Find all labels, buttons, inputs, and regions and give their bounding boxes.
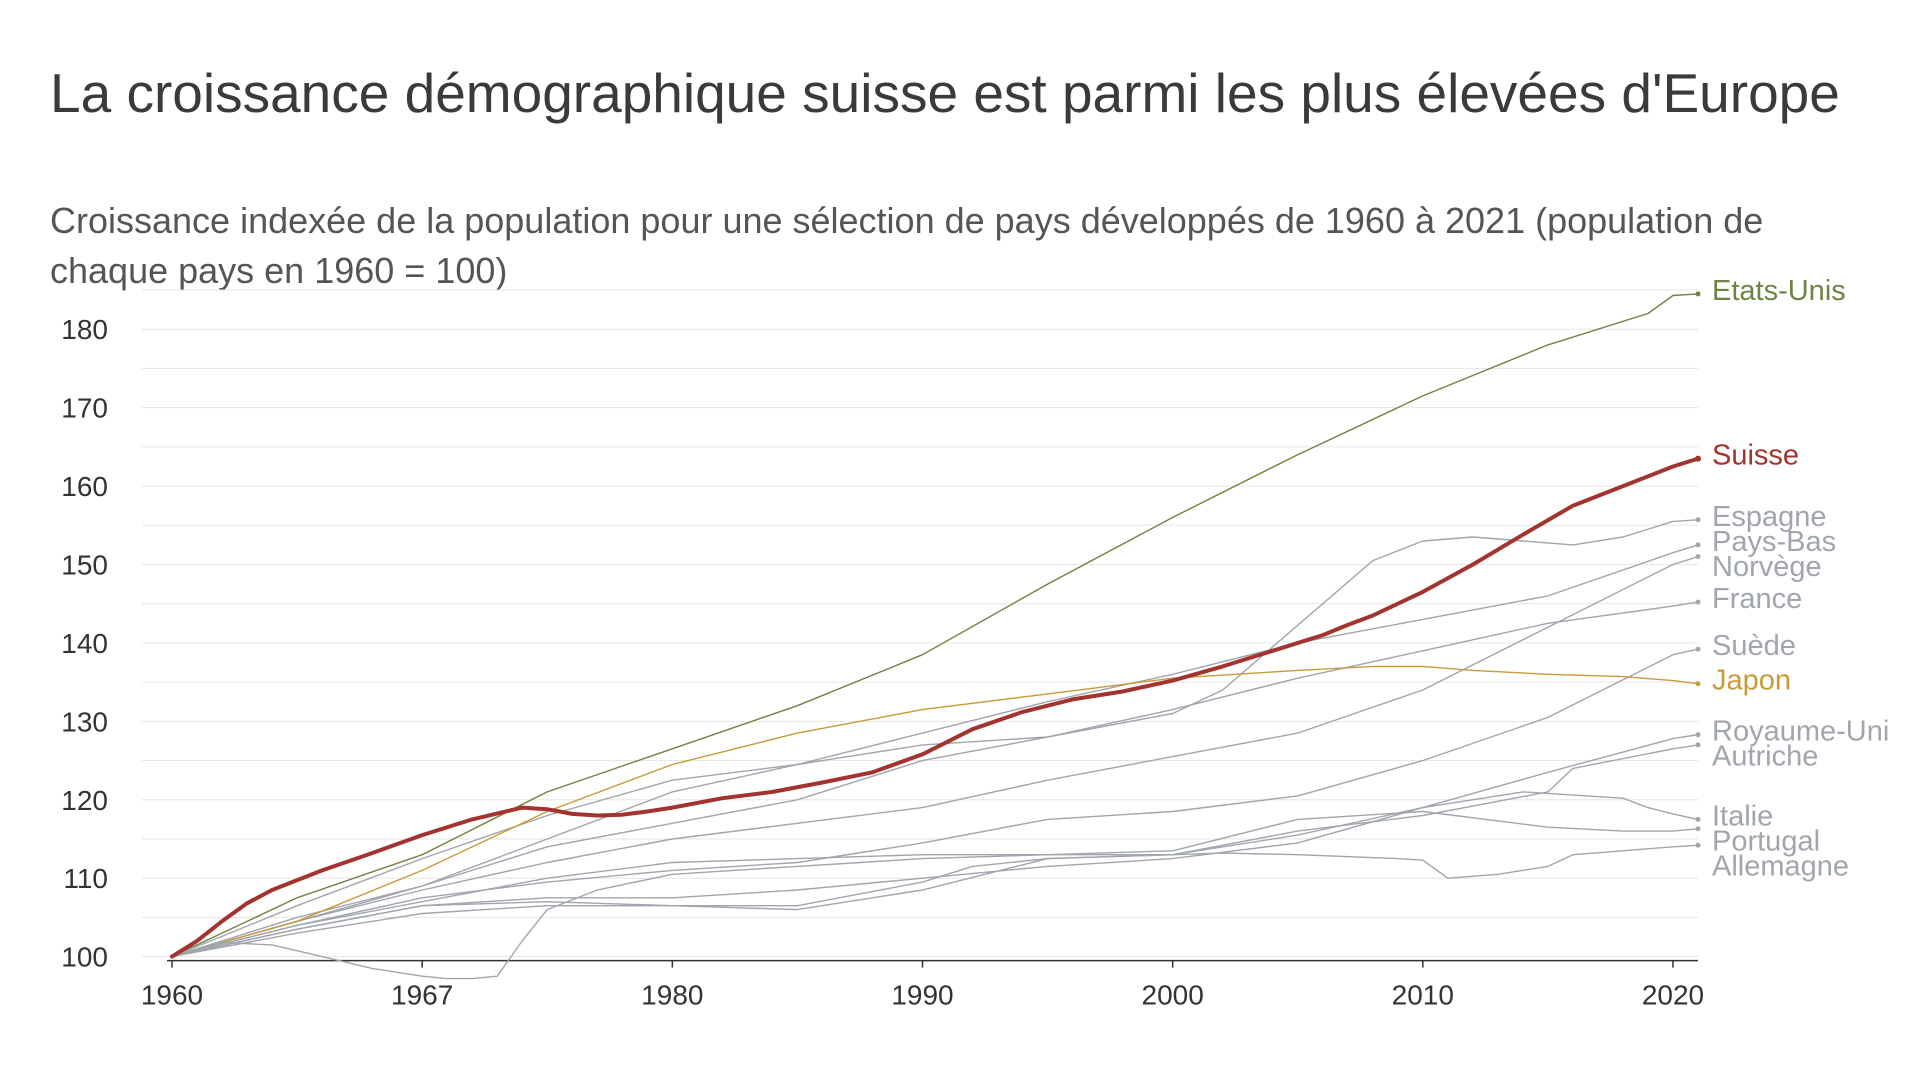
series-line-su-de (171, 648, 1699, 958)
series-end-point (1695, 291, 1701, 297)
series-label-italie: Italie (1712, 800, 1773, 832)
y-axis-ticks: 100 110 120 130 140 150 160 170 180 (61, 314, 108, 972)
x-tick-label: 2010 (1392, 980, 1454, 1011)
series-label-pays-bas: Pays-Bas (1712, 526, 1836, 558)
y-tick-label: 140 (61, 628, 108, 659)
x-tick-label: 2000 (1142, 980, 1204, 1011)
series-line-japon (171, 665, 1699, 958)
x-tick-label: 1990 (891, 980, 953, 1011)
chart-title: La croissance démographique suisse est p… (50, 62, 1840, 124)
y-tick-label: 120 (61, 785, 108, 816)
series-label-autriche: Autriche (1712, 741, 1818, 773)
series-label-france: France (1712, 583, 1802, 615)
series-label-royaume-uni: Royaume-Uni (1712, 716, 1889, 748)
series-end-point (1695, 542, 1701, 548)
series-line-pays-bas (171, 544, 1699, 958)
series-line-portugal (171, 810, 1699, 980)
series-end-point (1695, 826, 1701, 832)
y-tick-label: 130 (61, 706, 108, 737)
series-end-point (1695, 599, 1701, 605)
x-tick-label: 1967 (391, 980, 453, 1011)
series-label-allemagne: Allemagne (1712, 850, 1849, 882)
series-label-japon: Japon (1712, 665, 1791, 697)
series-label-suisse: Suisse (1712, 440, 1799, 472)
series-line-autriche (171, 744, 1699, 958)
series-line-etats-unis (171, 293, 1699, 958)
series-label-norv-ge: Norvège (1712, 551, 1822, 583)
series-end-point (1695, 646, 1701, 652)
series-line-france (171, 601, 1699, 958)
series-line-norv-ge (171, 556, 1699, 958)
x-tick-label: 1960 (141, 980, 203, 1011)
y-tick-label: 160 (61, 471, 108, 502)
y-tick-label: 100 (61, 942, 108, 973)
series-line-allemagne (171, 844, 1699, 958)
series-line-royaume-uni (171, 734, 1699, 958)
x-tick-label: 1980 (641, 980, 703, 1011)
series-label-etats-unis: Etats-Unis (1712, 275, 1846, 307)
y-tick-label: 110 (63, 863, 108, 894)
x-axis-ticks: 1960 1967 1980 1990 2000 2010 2020 (141, 960, 1704, 1011)
x-tick-label: 2020 (1642, 980, 1704, 1011)
series-end-point (1695, 742, 1701, 748)
series-labels: Etats-Unis Suisse EspagnePays-BasNorvègeFr… (1712, 275, 1889, 882)
series-line-italie (171, 791, 1699, 958)
series-line-espagne (171, 519, 1699, 958)
grid-lines (142, 289, 1698, 958)
series-end-point (1695, 455, 1701, 462)
y-tick-label: 150 (61, 549, 108, 580)
series-end-point (1695, 681, 1701, 687)
series-label-portugal: Portugal (1712, 825, 1820, 857)
series-end-point (1695, 517, 1701, 523)
series-label-espagne: Espagne (1712, 501, 1827, 533)
series-end-point (1695, 732, 1701, 738)
y-tick-label: 170 (61, 393, 108, 424)
series-end-point (1695, 554, 1701, 560)
chart-subtitle: Croissance indexée de la population pour… (50, 200, 1764, 291)
y-tick-label: 180 (61, 314, 108, 345)
series-line-suisse (170, 456, 1700, 959)
series-end-point (1695, 842, 1701, 848)
series-lines (170, 291, 1701, 980)
series-end-point (1695, 816, 1701, 822)
series-label-su-de: Suède (1712, 630, 1796, 662)
